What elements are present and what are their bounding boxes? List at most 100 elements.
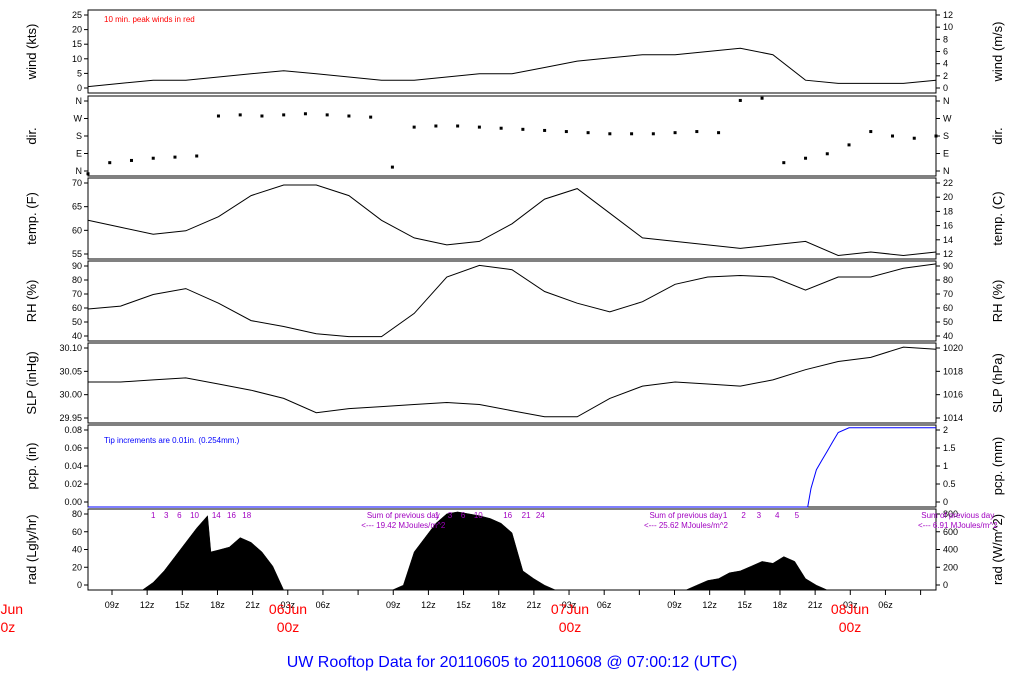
rh-right-tick-label: 90 [943, 261, 953, 271]
dir-point [434, 124, 438, 128]
temp-left-tick-label: 65 [72, 202, 82, 212]
date-label-day: 06Jun [269, 601, 307, 617]
rad-sum-annotation: Sum of previous day [921, 511, 994, 520]
slp-frame [87, 342, 937, 424]
time-tick-label: 15z [456, 600, 471, 610]
dir-point [782, 161, 786, 165]
date-label-day: 07Jun [551, 601, 589, 617]
date-label-hour: 00z [0, 619, 15, 635]
dir-right-tick-label: S [943, 131, 949, 141]
rad-hour-mark: 2 [741, 511, 746, 520]
slp-left-label: SLP (inHg) [24, 351, 39, 414]
dir-point [412, 125, 416, 129]
slp-left-tick-label: 30.05 [59, 366, 82, 376]
slp-right-tick-label: 1018 [943, 366, 963, 376]
rad-hour-mark: 5 [795, 511, 800, 520]
wind-right-tick-label: 6 [943, 47, 948, 57]
time-tick-label: 03z [843, 600, 858, 610]
date-label-hour: 00z [559, 619, 582, 635]
rad-sum-annotation: <--- 6.91 MJoules/m^2 [918, 521, 998, 530]
rad-hour-mark: 21 [522, 511, 531, 520]
wind-right-tick-label: 8 [943, 34, 948, 44]
wind-right-tick-label: 12 [943, 10, 953, 20]
time-axis: 09z 12z 15z 18z 21z 03z 06z 09z 12z 15z 18z 21z 03z 0… [0, 590, 922, 635]
wind-right-tick-label: 0 [943, 83, 948, 93]
pcp-right-tick-label: 1 [943, 461, 948, 471]
time-tick-label: 03z [281, 600, 296, 610]
temp-series-line [87, 184, 937, 257]
rh-right-tick-label: 40 [943, 331, 953, 341]
wind-annotation: 10 min. peak winds in red [104, 15, 195, 24]
pcp-panel: pcp. (in) pcp. (mm) 0.00 0.02 0.04 0.06 0.08 0 0… [24, 424, 1005, 508]
time-tick-label: 06z [597, 600, 612, 610]
time-tick-label: 21z [245, 600, 260, 610]
temp-right-tick-label: 12 [943, 249, 953, 259]
temp-right-tick-label: 14 [943, 235, 953, 245]
pcp-right-tick-label: 2 [943, 425, 948, 435]
rad-hour-mark: 14 [212, 511, 221, 520]
dir-frame [87, 95, 937, 177]
dir-point [651, 132, 655, 136]
rad-left-tick-label: 60 [72, 527, 82, 537]
rad-hour-mark: 18 [242, 511, 251, 520]
rh-right-label: RH (%) [990, 280, 1005, 323]
rad-sum-annotation: <--- 19.42 MJoules/m^2 [361, 521, 446, 530]
slp-series-line [88, 346, 937, 418]
dir-point [347, 114, 351, 118]
dir-point [825, 152, 829, 156]
wind-right-tick-label: 4 [943, 59, 948, 69]
rh-right-tick-label: 50 [943, 317, 953, 327]
wind-left-tick-label: 0 [77, 83, 82, 93]
wind-right-label: wind (m/s) [990, 22, 1005, 83]
temp-right-tick-label: 20 [943, 192, 953, 202]
dir-point [216, 114, 220, 118]
rad-hour-mark: 10 [474, 511, 483, 520]
rad-hour-mark: 6 [177, 511, 182, 520]
pcp-left-tick-label: 0.08 [64, 425, 82, 435]
dir-point [195, 154, 199, 158]
rad-panel: rad (Lgly/hr) rad (W/m^2)0204060800200400… [24, 508, 1005, 591]
rh-right-tick-label: 70 [943, 289, 953, 299]
dir-left-label: dir. [24, 127, 39, 144]
rad-hour-mark: 3 [448, 511, 453, 520]
dir-left-tick-label: E [76, 149, 82, 159]
time-tick-label: 18z [491, 600, 506, 610]
dir-point [151, 156, 155, 160]
rad-right-tick-label: 200 [943, 562, 958, 572]
wind-left-tick-label: 15 [72, 39, 82, 49]
wind-right-tick-label: 2 [943, 71, 948, 81]
slp-right-tick-label: 1014 [943, 413, 963, 423]
time-tick-label: 09z [667, 600, 682, 610]
slp-left-tick-label: 30.00 [59, 390, 82, 400]
time-tick-label: 15z [175, 600, 190, 610]
rad-hour-mark: 24 [536, 511, 545, 520]
dir-right-tick-label: E [943, 149, 949, 159]
slp-right-tick-label: 1020 [943, 343, 963, 353]
rad-right-tick-label: 400 [943, 545, 958, 555]
dir-point [521, 127, 525, 131]
temp-frame [87, 177, 937, 260]
time-tick-label: 09z [386, 600, 401, 610]
rad-left-tick-label: 80 [72, 509, 82, 519]
time-tick-label: 12z [702, 600, 717, 610]
rad-left-tick-label: 40 [72, 545, 82, 555]
rad-left-tick-label: 0 [77, 580, 82, 590]
rad-hour-mark: 1 [435, 511, 440, 520]
time-tick-label: 09z [105, 600, 120, 610]
temp-right-label: temp. (C) [990, 191, 1005, 245]
pcp-left-tick-label: 0.00 [64, 497, 82, 507]
time-tick-label: 18z [210, 600, 225, 610]
rad-hour-mark: 1 [151, 511, 156, 520]
dir-point [586, 131, 590, 135]
chart-title: UW Rooftop Data for 20110605 to 20110608… [287, 654, 738, 671]
dir-point [477, 125, 481, 129]
time-tick-label: 18z [773, 600, 788, 610]
pcp-right-tick-label: 0 [943, 497, 948, 507]
dir-point [325, 113, 329, 117]
dir-point [303, 112, 307, 116]
dir-point [564, 130, 568, 134]
pcp-right-tick-label: 0.5 [943, 479, 956, 489]
date-label-hour: 00z [839, 619, 862, 635]
dir-point [934, 134, 938, 138]
dir-point [673, 131, 677, 135]
